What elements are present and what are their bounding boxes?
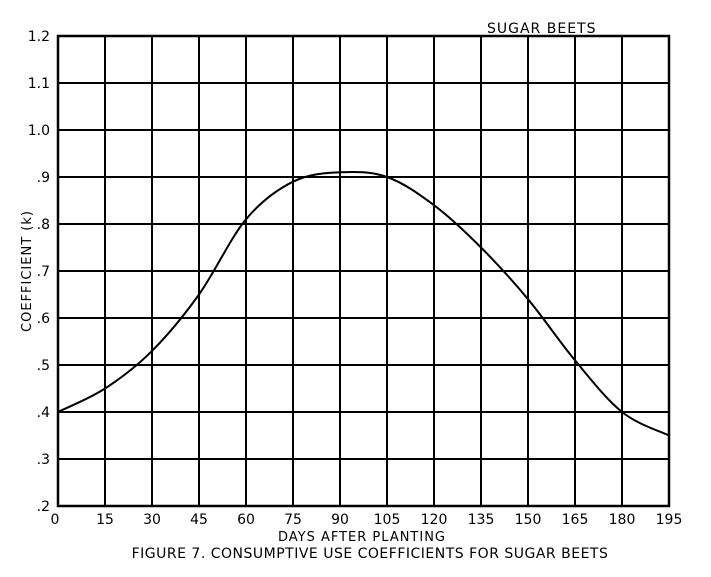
y-tick-label: .4 (37, 405, 50, 421)
x-tick-label: 135 (468, 512, 495, 528)
x-tick-label: 15 (96, 512, 114, 528)
plot-border (56, 34, 671, 508)
x-tick-label: 105 (374, 512, 401, 528)
x-tick-label: 120 (421, 512, 448, 528)
y-tick-label: 1.2 (28, 29, 50, 45)
x-tick-label: 75 (284, 512, 302, 528)
x-tick-label: 195 (656, 512, 683, 528)
y-axis-title: COEFFICIENT (k) (20, 210, 35, 332)
x-tick-label: 90 (331, 512, 349, 528)
coefficient-curve (57, 170, 670, 437)
x-tick-label: 150 (515, 512, 542, 528)
y-tick-label: .5 (37, 358, 50, 374)
chart-title: SUGAR BEETS (487, 21, 596, 37)
y-tick-label: .2 (37, 499, 50, 515)
x-tick-label: 60 (237, 512, 255, 528)
x-tick-label: 0 (51, 512, 60, 528)
chart-grid (57, 35, 670, 507)
y-tick-label: 1.1 (28, 76, 50, 92)
x-tick-labels: 0 15 30 45 60 75 90 105 120 135 150 165 180 195 (51, 512, 683, 528)
y-tick-label: .8 (37, 217, 50, 233)
x-tick-label: 165 (562, 512, 589, 528)
y-tick-label: .6 (37, 311, 50, 327)
y-tick-label: 1.0 (28, 123, 50, 139)
y-tick-label: .3 (37, 452, 50, 468)
y-tick-labels: .2 .3 .4 .5 .6 .7 .8 .9 1.0 1.1 1.2 (28, 29, 50, 515)
x-tick-label: 30 (143, 512, 161, 528)
x-tick-label: 45 (190, 512, 208, 528)
x-axis-title: DAYS AFTER PLANTING (278, 530, 446, 545)
data-series (57, 170, 670, 437)
figure-caption: FIGURE 7. CONSUMPTIVE USE COEFFICIENTS F… (132, 546, 609, 562)
y-tick-label: .9 (37, 170, 50, 186)
y-tick-label: .7 (37, 264, 50, 280)
plot-frame (56, 34, 671, 508)
x-tick-label: 180 (609, 512, 636, 528)
